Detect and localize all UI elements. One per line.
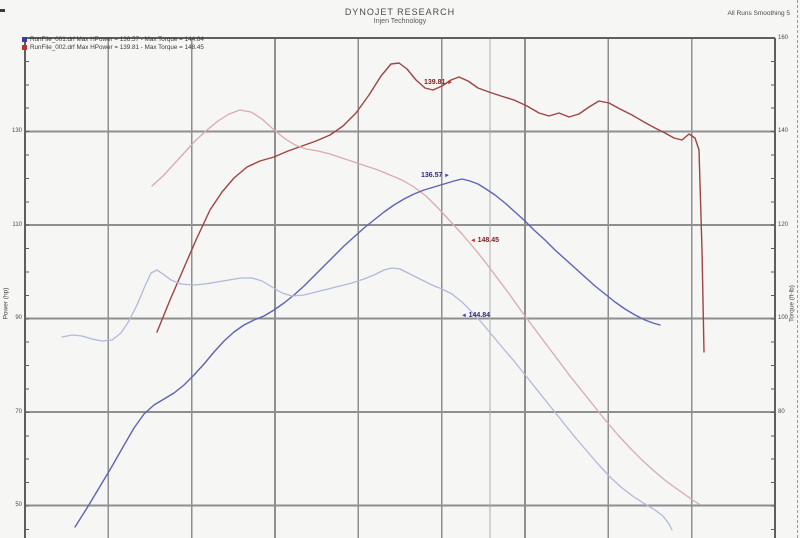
curve-torque-red-run (151, 109, 700, 505)
right-edge-dashed-line (797, 0, 798, 538)
chart-title: DYNOJET RESEARCH (344, 7, 456, 17)
axis-tick-label: 80 (778, 409, 785, 415)
legend-color-marker (22, 44, 27, 50)
left-axis-title: Power (hp) (2, 287, 10, 320)
axis-tick-label: 110 (12, 222, 22, 228)
curve-power-blue-run (74, 178, 661, 528)
axis-tick-label: 90 (15, 315, 22, 321)
chart-subtitle: Injen Technology (373, 18, 427, 26)
axis-tick-label: 130 (11, 128, 22, 134)
smoothing-note: All Runs Smoothing 5 (727, 10, 790, 17)
right-axis-title: Torque (ft-lb) (788, 285, 796, 322)
point-value-text: 144.84 (468, 312, 491, 319)
run-legend: RunFile_001.drf Max HPower = 136.57 - Ma… (22, 35, 204, 51)
arrow-left-icon: ◄ (470, 238, 478, 244)
chart-title-block: DYNOJET RESEARCH Injen Technology (0, 7, 800, 27)
axis-tick-label: 160 (778, 35, 789, 41)
arrow-right-icon: ► (442, 173, 451, 179)
point-value-text: 136.57 (421, 172, 443, 179)
axis-tick-label: 100 (778, 315, 789, 321)
point-value-text: 139.81 (424, 79, 446, 86)
edge-artifact-mark (0, 9, 5, 12)
point-value-label: 136.57 ► (421, 172, 450, 179)
legend-item: RunFile_001.drf Max HPower = 136.57 - Ma… (22, 35, 204, 43)
legend-run-label: RunFile_001.drf Max HPower = 136.57 - Ma… (30, 35, 204, 43)
point-value-label: ◄ 144.84 (461, 312, 490, 319)
legend-color-marker (22, 36, 27, 42)
legend-item: RunFile_002.drf Max HPower = 139.81 - Ma… (22, 43, 204, 51)
curve-power-red-run (156, 62, 705, 353)
axis-tick-label: 140 (778, 128, 789, 134)
point-value-text: 148.45 (477, 237, 500, 244)
curve-torque-blue-run (61, 267, 673, 531)
arrow-right-icon: ► (445, 80, 454, 86)
legend-run-label: RunFile_002.drf Max HPower = 139.81 - Ma… (30, 43, 204, 51)
point-value-label: 139.81 ► (424, 79, 453, 86)
point-value-label: ◄ 148.45 (470, 237, 499, 244)
axis-tick-label: 120 (778, 222, 789, 228)
axis-tick-label: 70 (15, 409, 22, 415)
arrow-left-icon: ◄ (461, 313, 469, 319)
axis-tick-label: 50 (15, 502, 22, 508)
